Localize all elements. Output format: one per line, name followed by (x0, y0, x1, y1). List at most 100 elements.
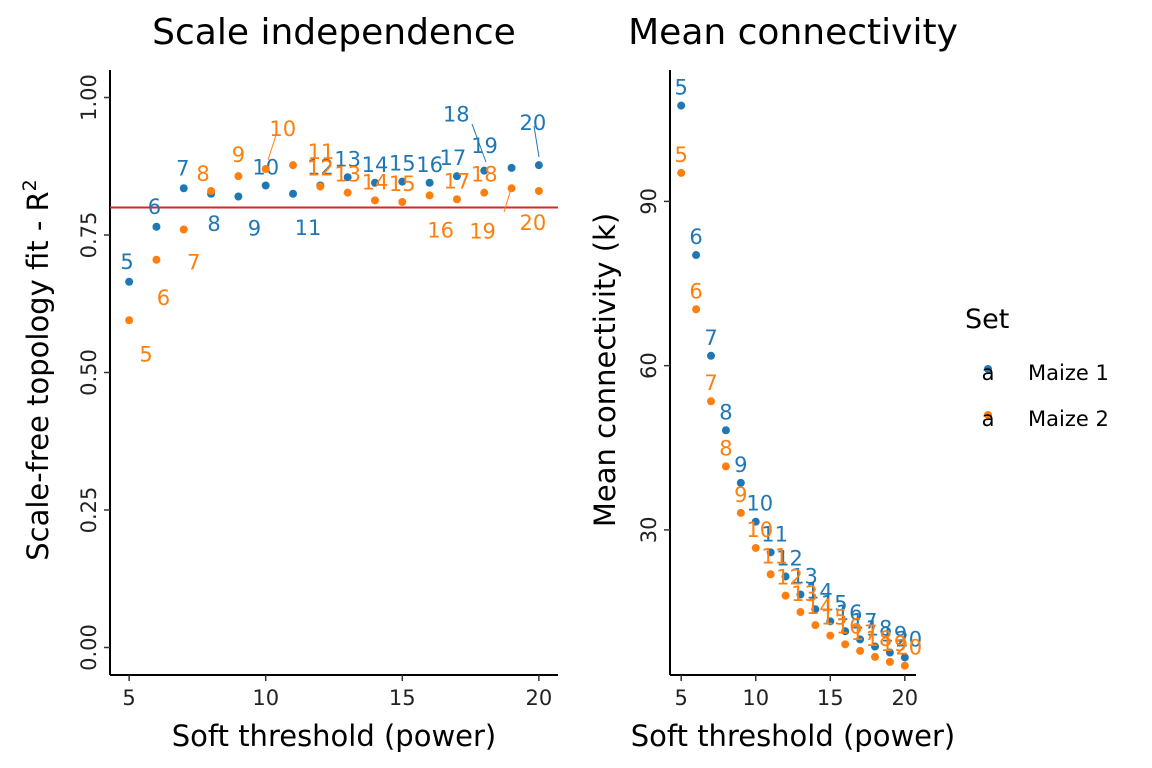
mean-connectivity-x-tick-label: 20 (891, 686, 918, 710)
legend-key-glyph-maize-1: a (982, 361, 995, 385)
scale-independence-point-maize-1-11 (289, 189, 298, 198)
legend-title: Set (965, 304, 1009, 335)
mean-connectivity-y-tick-label: 60 (637, 352, 661, 379)
mean-connectivity-point-label-maize-2-13: 13 (791, 582, 818, 606)
scale-independence-point-maize-1-18 (480, 166, 489, 175)
scale-independence-plot-area: 5678910111213141516171819205678910111213… (110, 103, 558, 366)
mean-connectivity-point-maize-2-14 (811, 621, 820, 630)
mean-connectivity-point-maize-2-16 (841, 640, 850, 649)
mean-connectivity-point-label-maize-1-11: 11 (761, 522, 788, 546)
scale-independence-point-maize-2-15 (398, 198, 407, 206)
scale-independence-point-label-maize-2-10: 10 (269, 117, 296, 141)
mean-connectivity-point-maize-2-8 (721, 462, 730, 471)
mean-connectivity-point-label-maize-1-6: 6 (689, 225, 702, 249)
mean-connectivity-point-maize-2-17 (856, 646, 865, 655)
scale-independence-label-leader-maize-1-18 (471, 123, 487, 163)
scale-independence-point-label-maize-2-19: 19 (469, 219, 496, 243)
mean-connectivity-y-axis-label: Mean connectivity (k) (588, 213, 622, 527)
mean-connectivity-point-maize-1-18 (871, 642, 879, 651)
mean-connectivity-point-label-maize-2-12: 12 (776, 566, 803, 590)
mean-connectivity-point-label-maize-1-12: 12 (776, 546, 803, 570)
scale-independence-point-maize-1-10 (261, 181, 270, 190)
scale-independence-point-maize-2-10 (261, 165, 270, 173)
mean-connectivity-x-tick-label: 10 (742, 686, 769, 710)
mean-connectivity-point-label-maize-1-16: 16 (836, 601, 863, 625)
mean-connectivity-point-label-maize-2-8: 8 (719, 436, 732, 460)
scale-independence-label-leader-maize-2-10 (267, 131, 278, 161)
scale-independence-point-label-maize-1-15: 15 (389, 152, 416, 176)
mean-connectivity-point-maize-1-20 (900, 653, 909, 662)
scale-independence-x-tick-label: 20 (526, 686, 553, 710)
scale-independence-x-tick-label: 10 (252, 686, 279, 710)
scale-independence-y-tick-label: 1.00 (77, 74, 101, 121)
mean-connectivity-title: Mean connectivity (628, 12, 958, 53)
mean-connectivity-y-tick-label: 30 (637, 517, 661, 544)
mean-connectivity-panel: Mean connectivity Soft threshold (power)… (588, 12, 958, 753)
scale-independence-point-label-maize-1-12: 12 (307, 156, 334, 180)
mean-connectivity-plot-area: 5678910111213141516171819205678910111213… (674, 76, 922, 670)
legend-label-maize-1: Maize 1 (1028, 361, 1109, 385)
scale-independence-x-tick-label: 5 (122, 686, 135, 710)
mean-connectivity-point-maize-1-8 (721, 426, 730, 435)
scale-independence-point-label-maize-2-14: 14 (362, 170, 389, 194)
legend-key-glyph-maize-2: a (982, 407, 995, 431)
mean-connectivity-point-maize-2-13 (796, 608, 805, 617)
scale-independence-label-leader-maize-2-19 (503, 188, 512, 213)
mean-connectivity-point-maize-2-15 (826, 631, 835, 640)
scale-independence-point-label-maize-2-7: 7 (187, 251, 200, 275)
scale-independence-point-label-maize-2-6: 6 (157, 286, 170, 310)
mean-connectivity-point-label-maize-1-13: 13 (791, 565, 818, 589)
scale-independence-point-maize-2-5 (125, 316, 134, 325)
mean-connectivity-point-maize-2-11 (766, 570, 775, 579)
mean-connectivity-point-maize-1-9 (736, 478, 745, 487)
scale-independence-point-maize-2-12 (316, 182, 325, 191)
scale-independence-label-leader-maize-1-20 (533, 125, 540, 158)
scale-independence-point-maize-1-15 (398, 177, 407, 186)
scale-independence-point-maize-2-16 (425, 191, 434, 200)
mean-connectivity-point-label-maize-2-9: 9 (734, 483, 747, 507)
mean-connectivity-point-label-maize-2-14: 14 (806, 595, 833, 619)
mean-connectivity-point-maize-2-5 (677, 168, 686, 177)
mean-connectivity-point-label-maize-2-5: 5 (674, 143, 687, 167)
mean-connectivity-point-label-maize-1-18: 18 (866, 617, 893, 641)
mean-connectivity-point-maize-1-13 (796, 590, 805, 599)
legend-label-maize-2: Maize 2 (1028, 407, 1109, 431)
mean-connectivity-point-maize-2-12 (781, 591, 790, 600)
scale-independence-point-maize-1-17 (452, 172, 461, 181)
legend-item-maize-1: a Maize 1 (982, 361, 1109, 385)
mean-connectivity-axes: 5 10 15 20 30 60 90 (637, 70, 918, 710)
scale-independence-point-maize-2-9 (234, 172, 243, 181)
mean-connectivity-point-maize-1-16 (841, 627, 850, 636)
legend: Set a Maize 1 a Maize 2 (965, 304, 1109, 431)
scale-independence-point-label-maize-1-6: 6 (148, 195, 161, 219)
mean-connectivity-point-maize-1-7 (707, 351, 715, 360)
mean-connectivity-point-maize-2-7 (707, 397, 715, 406)
mean-connectivity-point-label-maize-1-15: 15 (821, 591, 848, 615)
mean-connectivity-point-maize-2-18 (871, 652, 879, 661)
scale-independence-point-maize-2-18 (480, 188, 489, 197)
scale-independence-point-maize-2-14 (370, 196, 379, 205)
mean-connectivity-point-label-maize-2-6: 6 (689, 279, 702, 303)
mean-connectivity-point-maize-2-6 (692, 305, 701, 314)
mean-connectivity-point-label-maize-2-18: 18 (866, 627, 893, 651)
mean-connectivity-point-label-maize-2-17: 17 (851, 621, 878, 645)
scale-independence-y-tick-label: 0.75 (77, 212, 101, 259)
scale-independence-point-label-maize-2-9: 9 (232, 143, 245, 167)
mean-connectivity-y-tick-label: 90 (637, 188, 661, 215)
scale-independence-point-label-maize-2-11: 11 (308, 140, 335, 164)
mean-connectivity-point-label-maize-1-14: 14 (806, 579, 833, 603)
mean-connectivity-point-label-maize-2-11: 11 (761, 544, 788, 568)
scale-independence-point-label-maize-1-7: 7 (176, 156, 189, 180)
scale-independence-panel: Scale independence Soft threshold (power… (19, 12, 558, 753)
scale-independence-point-maize-1-13 (343, 173, 352, 182)
scale-independence-point-maize-2-11 (289, 161, 298, 170)
scale-independence-y-tick-label: 0.25 (77, 487, 101, 534)
mean-connectivity-point-maize-2-10 (751, 543, 760, 552)
mean-connectivity-point-maize-1-11 (766, 548, 775, 557)
scale-independence-point-maize-1-19 (507, 163, 516, 172)
mean-connectivity-point-maize-1-5 (677, 101, 686, 110)
scale-independence-x-axis-label: Soft threshold (power) (172, 719, 497, 753)
scale-independence-point-maize-1-20 (534, 161, 543, 170)
scale-independence-point-label-maize-1-13: 13 (334, 147, 361, 171)
